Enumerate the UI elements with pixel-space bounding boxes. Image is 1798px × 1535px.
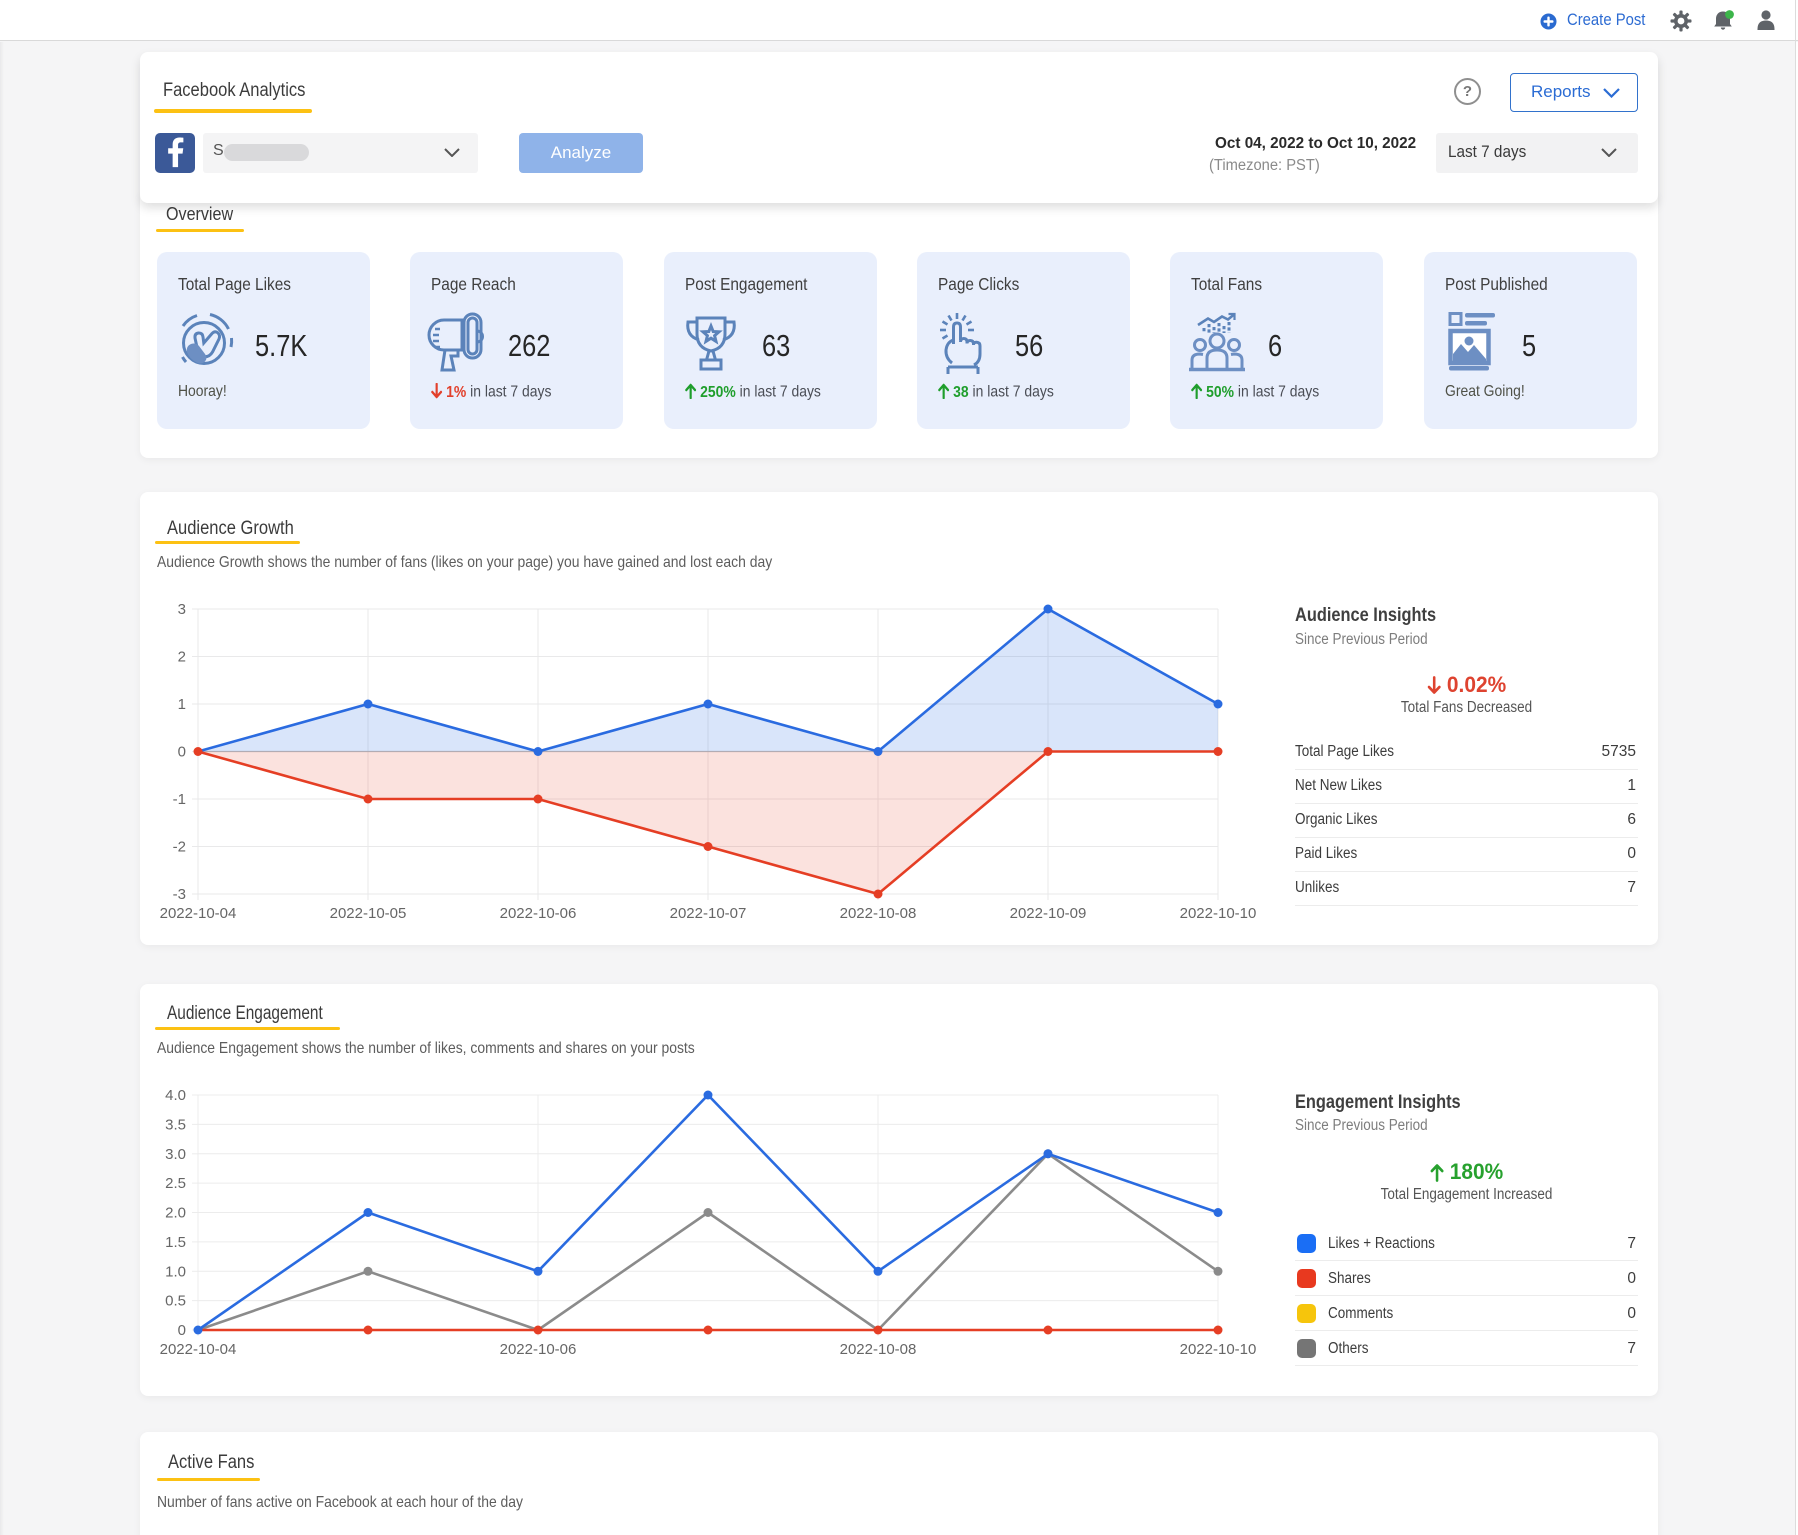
svg-text:0: 0: [178, 744, 186, 761]
svg-text:2022-10-06: 2022-10-06: [500, 905, 577, 922]
svg-text:1: 1: [178, 696, 186, 713]
svg-text:2022-10-04: 2022-10-04: [160, 905, 237, 922]
svg-text:0.5: 0.5: [165, 1293, 186, 1310]
svg-text:1.0: 1.0: [165, 1263, 186, 1280]
svg-text:3.0: 3.0: [165, 1146, 186, 1163]
svg-text:4.0: 4.0: [165, 1087, 186, 1104]
svg-text:-1: -1: [173, 791, 186, 808]
svg-text:2022-10-04: 2022-10-04: [160, 1341, 237, 1358]
svg-text:2022-10-09: 2022-10-09: [1010, 905, 1087, 922]
svg-text:3.5: 3.5: [165, 1116, 186, 1133]
svg-text:2022-10-10: 2022-10-10: [1180, 905, 1257, 922]
svg-text:2022-10-08: 2022-10-08: [840, 1341, 917, 1358]
svg-text:-2: -2: [173, 839, 186, 856]
svg-text:2022-10-06: 2022-10-06: [500, 1341, 577, 1358]
svg-text:2022-10-05: 2022-10-05: [330, 905, 407, 922]
svg-text:2022-10-08: 2022-10-08: [840, 905, 917, 922]
svg-text:2.0: 2.0: [165, 1205, 186, 1222]
svg-text:2: 2: [178, 649, 186, 666]
svg-text:2022-10-10: 2022-10-10: [1180, 1341, 1257, 1358]
svg-text:2022-10-07: 2022-10-07: [670, 905, 747, 922]
svg-text:2.5: 2.5: [165, 1175, 186, 1192]
svg-text:-3: -3: [173, 886, 186, 903]
svg-text:1.5: 1.5: [165, 1234, 186, 1251]
svg-text:3: 3: [178, 601, 186, 618]
svg-text:0: 0: [178, 1322, 186, 1339]
